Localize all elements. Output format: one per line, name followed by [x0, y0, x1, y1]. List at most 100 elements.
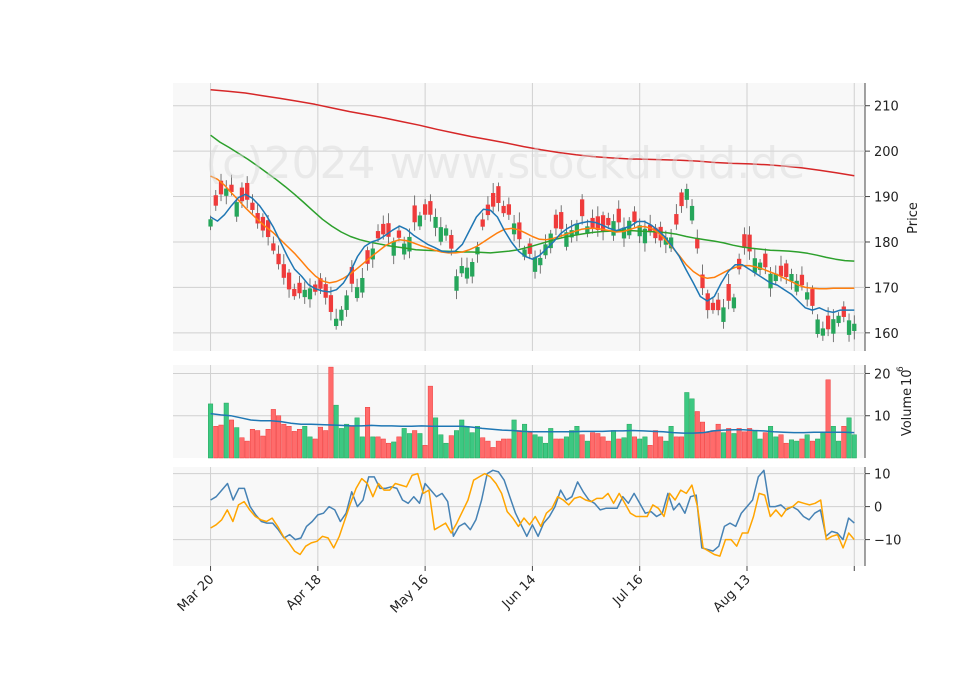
x-tick-label: Mar 20	[175, 572, 218, 615]
candle-body	[433, 216, 438, 228]
volume-bar	[715, 423, 721, 459]
oscillator-panel: −10 0 10	[173, 467, 901, 566]
volume-bar	[605, 440, 611, 459]
candle-body	[292, 288, 297, 297]
volume-exponent-power: 6	[896, 366, 906, 372]
volume-bar	[370, 436, 376, 459]
candle-body	[522, 249, 527, 257]
volume-bar	[757, 438, 763, 459]
candle-body	[286, 272, 292, 290]
candle-body	[700, 274, 705, 289]
volume-bar	[558, 438, 564, 459]
volume-bar	[679, 436, 685, 459]
volume-bar	[747, 428, 753, 459]
candle-body	[449, 235, 454, 249]
candle-body	[695, 237, 700, 249]
volume-bar	[836, 440, 842, 459]
candle-body	[255, 213, 260, 224]
volume-bar	[354, 417, 360, 459]
candle-body	[443, 228, 449, 236]
volume-bar	[553, 438, 559, 459]
candle-body	[789, 274, 794, 282]
volume-bar	[223, 402, 229, 459]
volume-bar	[710, 430, 716, 459]
volume-bar	[228, 419, 234, 459]
volume-ytick-label: 20	[874, 367, 891, 382]
candle-body	[250, 202, 255, 210]
volume-bar	[773, 436, 779, 459]
candle-body	[208, 219, 213, 227]
volume-bar	[762, 432, 768, 459]
candle-body	[454, 276, 459, 291]
volume-bar	[799, 438, 805, 459]
volume-bar	[548, 428, 554, 459]
volume-bar	[668, 426, 674, 459]
volume-bar	[506, 438, 512, 459]
candle-body	[281, 264, 286, 278]
volume-bar	[584, 440, 590, 459]
volume-bar	[794, 440, 800, 459]
candle-body	[773, 273, 778, 282]
volume-bar	[851, 434, 857, 459]
candle-body	[438, 227, 443, 242]
volume-bar	[276, 415, 282, 459]
candle-body	[412, 205, 417, 223]
volume-bar	[260, 435, 266, 459]
candle-body	[841, 306, 846, 317]
volume-bar	[265, 429, 271, 459]
price-ytick-label: 160	[874, 327, 899, 342]
candle-body	[632, 211, 637, 222]
volume-bar	[427, 385, 433, 459]
volume-bar	[422, 445, 428, 459]
oscillator-line-2	[210, 472, 855, 557]
candle-body	[564, 232, 569, 247]
volume-bar	[270, 409, 276, 459]
candle-body	[245, 182, 250, 200]
volume-bar	[825, 379, 831, 459]
candle-body	[422, 204, 428, 215]
volume-bar	[490, 447, 496, 459]
volume-bar	[333, 404, 339, 459]
volume-bar	[213, 426, 219, 459]
candle-body	[480, 219, 485, 227]
volume-bar	[637, 438, 643, 459]
candle-body	[627, 220, 632, 236]
candle-body	[642, 228, 648, 244]
candle-body	[742, 234, 747, 248]
candle-body	[276, 253, 281, 265]
volume-bar	[647, 445, 653, 459]
volume-bar	[611, 430, 617, 459]
oscillator-ytick-label: −10	[874, 534, 901, 549]
volume-bar	[328, 366, 334, 459]
candle-body	[606, 217, 611, 226]
volume-bar	[804, 434, 810, 459]
x-tick-label: Apr 18	[284, 572, 325, 613]
volume-bar	[595, 433, 601, 459]
candle-body	[491, 193, 496, 207]
ma-long-line	[210, 134, 855, 262]
candle-body	[721, 307, 726, 322]
oscillator-line-1	[210, 469, 855, 552]
volume-bar	[569, 430, 575, 459]
volume-bar	[480, 437, 486, 459]
candle-body	[815, 319, 820, 334]
volume-bar	[255, 430, 261, 459]
volume-bar	[736, 428, 742, 459]
candle-body	[365, 250, 370, 264]
volume-exponent-label: 10	[900, 369, 915, 386]
candle-body	[726, 284, 731, 301]
volume-bar	[469, 432, 475, 459]
volume-bar	[234, 427, 240, 459]
candle-body	[590, 217, 595, 229]
candle-body	[674, 214, 679, 225]
volume-ytick-label: 10	[874, 410, 891, 425]
candle-body	[747, 234, 752, 252]
candle-body	[344, 295, 349, 310]
volume-bar	[338, 428, 344, 459]
candle-body	[778, 265, 784, 277]
volume-bar	[788, 439, 794, 459]
volume-axis-label: Volume	[900, 388, 915, 436]
volume-bar	[454, 430, 460, 459]
candle-body	[297, 282, 302, 294]
watermark: (c)2024 www.stockdroid.de	[205, 138, 805, 189]
